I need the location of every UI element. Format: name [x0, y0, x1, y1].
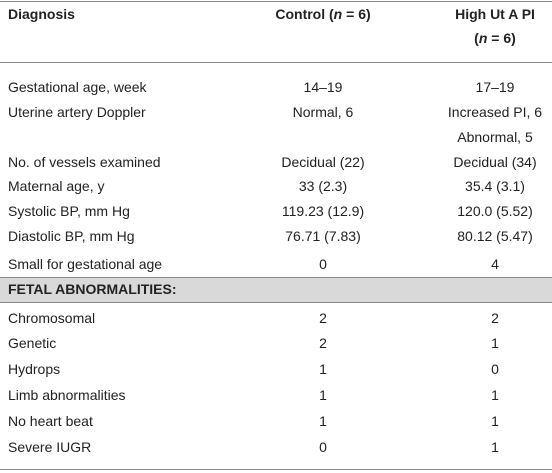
row-label: No. of vessels examined: [8, 154, 161, 170]
cell-text: 120.0 (5.52): [457, 203, 533, 219]
header-rule: [0, 62, 552, 63]
cell-text: Increased PI, 6: [447, 104, 543, 120]
cell-text: 2: [491, 310, 499, 326]
cell-text: 0: [491, 361, 499, 377]
header-cell: (n = 6): [474, 26, 516, 50]
cell-text: 1: [491, 439, 499, 455]
cell-text: 0: [319, 439, 327, 455]
header-text: High Ut A PI: [455, 6, 535, 22]
section-label: FETAL ABNORMALITIES:: [8, 281, 177, 297]
cell-text: 0: [319, 256, 327, 272]
cell-text: 17–19: [475, 79, 515, 95]
row-label: Limb abnormalities: [8, 387, 126, 403]
cell-text: 1: [319, 361, 327, 377]
cell-text: 33 (2.3): [298, 178, 348, 194]
cell-text: Decidual (22): [281, 154, 365, 170]
header-text: n: [478, 30, 488, 46]
row-label: Systolic BP, mm Hg: [8, 203, 130, 219]
row-label: Uterine artery Doppler: [8, 104, 146, 120]
cell-text: 119.23 (12.9): [281, 203, 365, 219]
cell-text: 1: [491, 335, 499, 351]
row-label: Hydrops: [8, 361, 61, 377]
row-label: Small for gestational age: [8, 256, 163, 272]
cell-text: 1: [491, 413, 499, 429]
row-label: Genetic: [8, 335, 57, 351]
cell-text: Abnormal, 5: [457, 129, 533, 145]
cell-text: 35.4 (3.1): [465, 178, 525, 194]
row-label: Diastolic BP, mm Hg: [8, 228, 135, 244]
cell-text: 4: [491, 256, 499, 272]
section-band: [0, 277, 552, 303]
header-cell: Diagnosis: [8, 6, 75, 22]
header-text: = 6): [342, 6, 371, 22]
header-text: (: [474, 30, 479, 46]
cell-text: 1: [319, 387, 327, 403]
cell-text: Decidual (34): [453, 154, 537, 170]
row-label: No heart beat: [8, 413, 93, 429]
header-text: n: [333, 6, 343, 22]
cell-text: 14–19: [303, 79, 343, 95]
header-text: = 6): [487, 30, 516, 46]
cell-text: 80.12 (5.47): [457, 228, 533, 244]
header-text: Control (: [275, 6, 334, 22]
cell-text: 1: [319, 413, 327, 429]
header-cell: High Ut A PI: [455, 2, 535, 26]
cell-text: 76.71 (7.83): [285, 228, 361, 244]
cell-text: Normal, 6: [292, 104, 354, 120]
top-rule: [0, 1, 552, 2]
cell-text: 1: [491, 387, 499, 403]
row-label: Severe IUGR: [8, 439, 92, 455]
row-label: Chromosomal: [8, 310, 96, 326]
bottom-rule: [0, 469, 552, 470]
cell-text: 2: [319, 335, 327, 351]
cell-text: 2: [319, 310, 327, 326]
header-cell: Control (n = 6): [275, 2, 370, 26]
row-label: Maternal age, y: [8, 178, 105, 194]
row-label: Gestational age, week: [8, 79, 147, 95]
